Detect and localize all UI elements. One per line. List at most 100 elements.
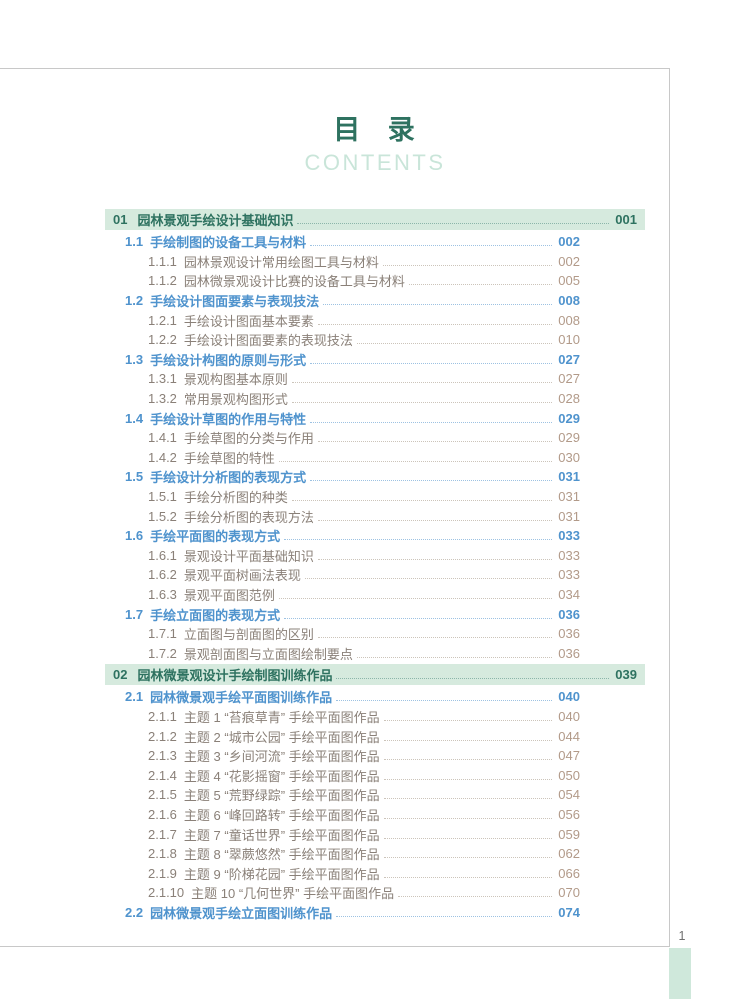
toc-leader-dots — [284, 617, 552, 619]
toc-row-page: 031 — [558, 508, 580, 524]
footer-page-number: 1 — [678, 929, 686, 943]
toc-leader-dots — [383, 798, 552, 800]
toc-row-title: 手绘设计图面基本要素 — [183, 313, 314, 329]
toc-leader-dots — [383, 837, 552, 839]
table-of-contents: 01 园林景观手绘设计基础知识 001 1.1 手绘制图的设备工具与材料 002 1.1.1… — [105, 209, 645, 922]
toc-row-subsection: 2.1.1 主题 1 “苔痕草青” 手绘平面图作品 040 — [105, 707, 580, 727]
toc-row-number: 1.7 — [125, 606, 144, 622]
toc-row-page: 033 — [558, 567, 580, 583]
toc-row-page: 040 — [558, 708, 580, 724]
toc-row-section: 2.1 园林微景观手绘平面图训练作品 040 — [105, 687, 580, 707]
toc-leader-dots — [317, 441, 552, 443]
toc-leader-dots — [278, 460, 552, 462]
toc-row-title: 园林微景观设计手绘制图训练作品 — [137, 668, 333, 684]
toc-row-section: 1.3 手绘设计构图的原则与形式 027 — [105, 350, 580, 370]
toc-leader-dots — [310, 362, 552, 364]
toc-row-subsection: 1.5.2 手绘分析图的表现方法 031 — [105, 506, 580, 526]
toc-row-number: 2.1.2 — [148, 728, 177, 744]
toc-row-page: 027 — [558, 371, 580, 387]
toc-row-number: 2.1.6 — [148, 806, 177, 822]
toc-row-title: 手绘分析图的种类 — [183, 490, 288, 506]
toc-row-page: 005 — [558, 273, 580, 289]
toc-row-page: 010 — [558, 332, 580, 348]
toc-leader-dots — [383, 817, 552, 819]
toc-row-number: 2.1.5 — [148, 787, 177, 803]
toc-row-number: 01 — [113, 212, 128, 227]
toc-row-number: 1.4.2 — [148, 449, 177, 465]
toc-leader-dots — [317, 558, 552, 560]
toc-row-subsection: 1.4.1 手绘草图的分类与作用 029 — [105, 428, 580, 448]
corner-tab — [669, 948, 691, 999]
toc-row-subsection: 2.1.9 主题 9 “阶梯花园” 手绘平面图作品 066 — [105, 863, 580, 883]
toc-row-number: 1.4 — [125, 410, 144, 426]
toc-row-number: 1.7.1 — [148, 626, 177, 642]
toc-row-section: 2.2 园林微景观手绘立面图训练作品 074 — [105, 903, 580, 923]
toc-row-title: 园林景观设计常用绘图工具与材料 — [183, 254, 379, 270]
toc-row-subsection: 1.6.2 景观平面树画法表现 033 — [105, 565, 580, 585]
toc-row-subsection: 1.3.1 景观构图基本原则 027 — [105, 369, 580, 389]
toc-leader-dots — [317, 323, 552, 325]
toc-leader-dots — [408, 284, 552, 286]
toc-row-title: 手绘立面图的表现方式 — [150, 607, 281, 623]
toc-leader-dots — [383, 739, 552, 741]
toc-row-page: 062 — [558, 846, 580, 862]
toc-row-number: 2.1.1 — [148, 708, 177, 724]
toc-row-section: 1.6 手绘平面图的表现方式 033 — [105, 526, 580, 546]
toc-row-subsection: 1.7.2 景观剖面图与立面图绘制要点 036 — [105, 643, 580, 663]
toc-leader-dots — [291, 402, 552, 404]
toc-row-subsection: 2.1.3 主题 3 “乡间河流” 手绘平面图作品 047 — [105, 746, 580, 766]
toc-row-page: 056 — [558, 806, 580, 822]
toc-row-title: 主题 6 “峰回路转” 手绘平面图作品 — [183, 807, 380, 823]
toc-row-page: 028 — [558, 391, 580, 407]
toc-row-page: 036 — [558, 626, 580, 642]
toc-row-subsection: 2.1.5 主题 5 “荒野绿踪” 手绘平面图作品 054 — [105, 785, 580, 805]
toc-row-section: 1.4 手绘设计草图的作用与特性 029 — [105, 408, 580, 428]
toc-leader-dots — [356, 343, 552, 345]
toc-row-chapter: 02 园林微景观设计手绘制图训练作品 039 — [105, 664, 645, 686]
toc-leader-dots — [317, 519, 552, 521]
toc-row-section: 1.5 手绘设计分析图的表现方式 031 — [105, 467, 580, 487]
toc-row-number: 1.6.2 — [148, 567, 177, 583]
toc-row-page: 047 — [558, 748, 580, 764]
toc-leader-dots — [310, 421, 552, 423]
toc-leader-dots — [323, 304, 552, 306]
toc-leader-dots — [310, 480, 552, 482]
toc-row-title: 手绘设计分析图的表现方式 — [150, 470, 307, 486]
toc-row-section: 1.2 手绘设计图面要素与表现技法 008 — [105, 291, 580, 311]
toc-row-page: 001 — [615, 212, 637, 227]
toc-row-title: 手绘平面图的表现方式 — [150, 529, 281, 545]
toc-row-title: 主题 4 “花影摇窗” 手绘平面图作品 — [183, 768, 380, 784]
toc-row-title: 主题 8 “翠蕨悠然” 手绘平面图作品 — [183, 847, 380, 863]
toc-row-subsection: 2.1.4 主题 4 “花影摇窗” 手绘平面图作品 050 — [105, 765, 580, 785]
toc-row-title: 手绘设计图面要素与表现技法 — [150, 294, 320, 310]
toc-row-number: 1.3.2 — [148, 391, 177, 407]
toc-row-subsection: 2.1.2 主题 2 “城市公园” 手绘平面图作品 044 — [105, 726, 580, 746]
toc-row-page: 040 — [558, 689, 580, 705]
toc-row-subsection: 1.1.1 园林景观设计常用绘图工具与材料 002 — [105, 252, 580, 272]
toc-row-title: 主题 3 “乡间河流” 手绘平面图作品 — [183, 749, 380, 765]
toc-row-number: 2.2 — [125, 904, 144, 920]
toc-row-page: 054 — [558, 787, 580, 803]
toc-row-number: 1.6.1 — [148, 547, 177, 563]
toc-leader-dots — [291, 500, 552, 502]
toc-row-subsection: 1.7.1 立面图与剖面图的区别 036 — [105, 624, 580, 644]
toc-row-section: 1.1 手绘制图的设备工具与材料 002 — [105, 232, 580, 252]
toc-row-section: 1.7 手绘立面图的表现方式 036 — [105, 604, 580, 624]
toc-row-page: 033 — [558, 547, 580, 563]
toc-row-title: 立面图与剖面图的区别 — [183, 627, 314, 643]
toc-row-title: 主题 7 “童话世界” 手绘平面图作品 — [183, 827, 380, 843]
toc-row-number: 2.1.10 — [148, 885, 185, 901]
toc-leader-dots — [278, 597, 552, 599]
toc-leader-dots — [383, 759, 552, 761]
toc-row-title: 常用景观构图形式 — [183, 392, 288, 408]
toc-leader-dots — [336, 915, 552, 917]
toc-row-page: 031 — [558, 469, 580, 485]
page-title-cn: 目 录 — [333, 115, 417, 145]
toc-row-page: 074 — [558, 904, 580, 920]
toc-row-number: 02 — [113, 667, 128, 683]
toc-row-title: 园林微景观设计比赛的设备工具与材料 — [183, 274, 405, 290]
toc-leader-dots — [291, 382, 552, 384]
toc-row-subsection: 1.2.2 手绘设计图面要素的表现技法 010 — [105, 330, 580, 350]
toc-row-number: 1.3 — [125, 351, 144, 367]
toc-row-title: 手绘草图的特性 — [183, 450, 275, 466]
